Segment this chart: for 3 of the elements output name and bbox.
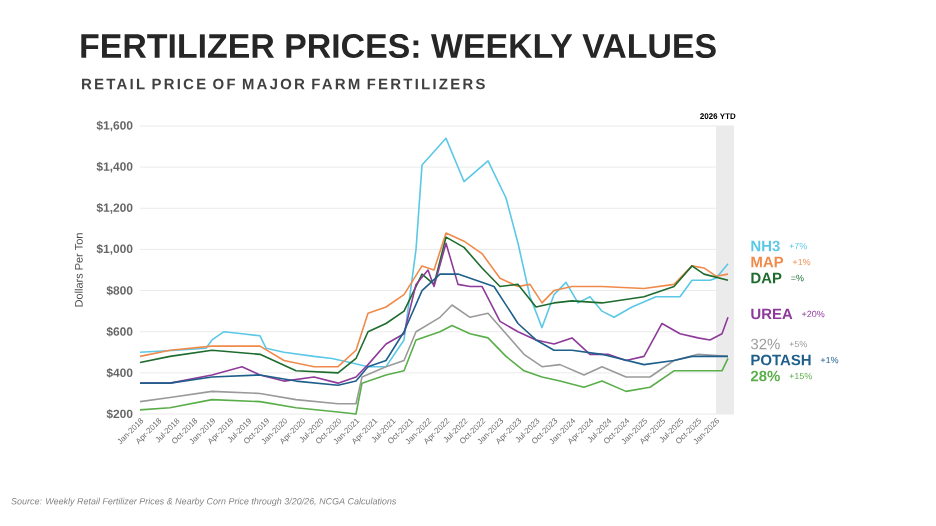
line-series bbox=[139, 304, 729, 405]
line-series bbox=[139, 137, 729, 368]
chart-title: FERTILIZER PRICES: WEEKLY VALUES bbox=[81, 34, 716, 58]
